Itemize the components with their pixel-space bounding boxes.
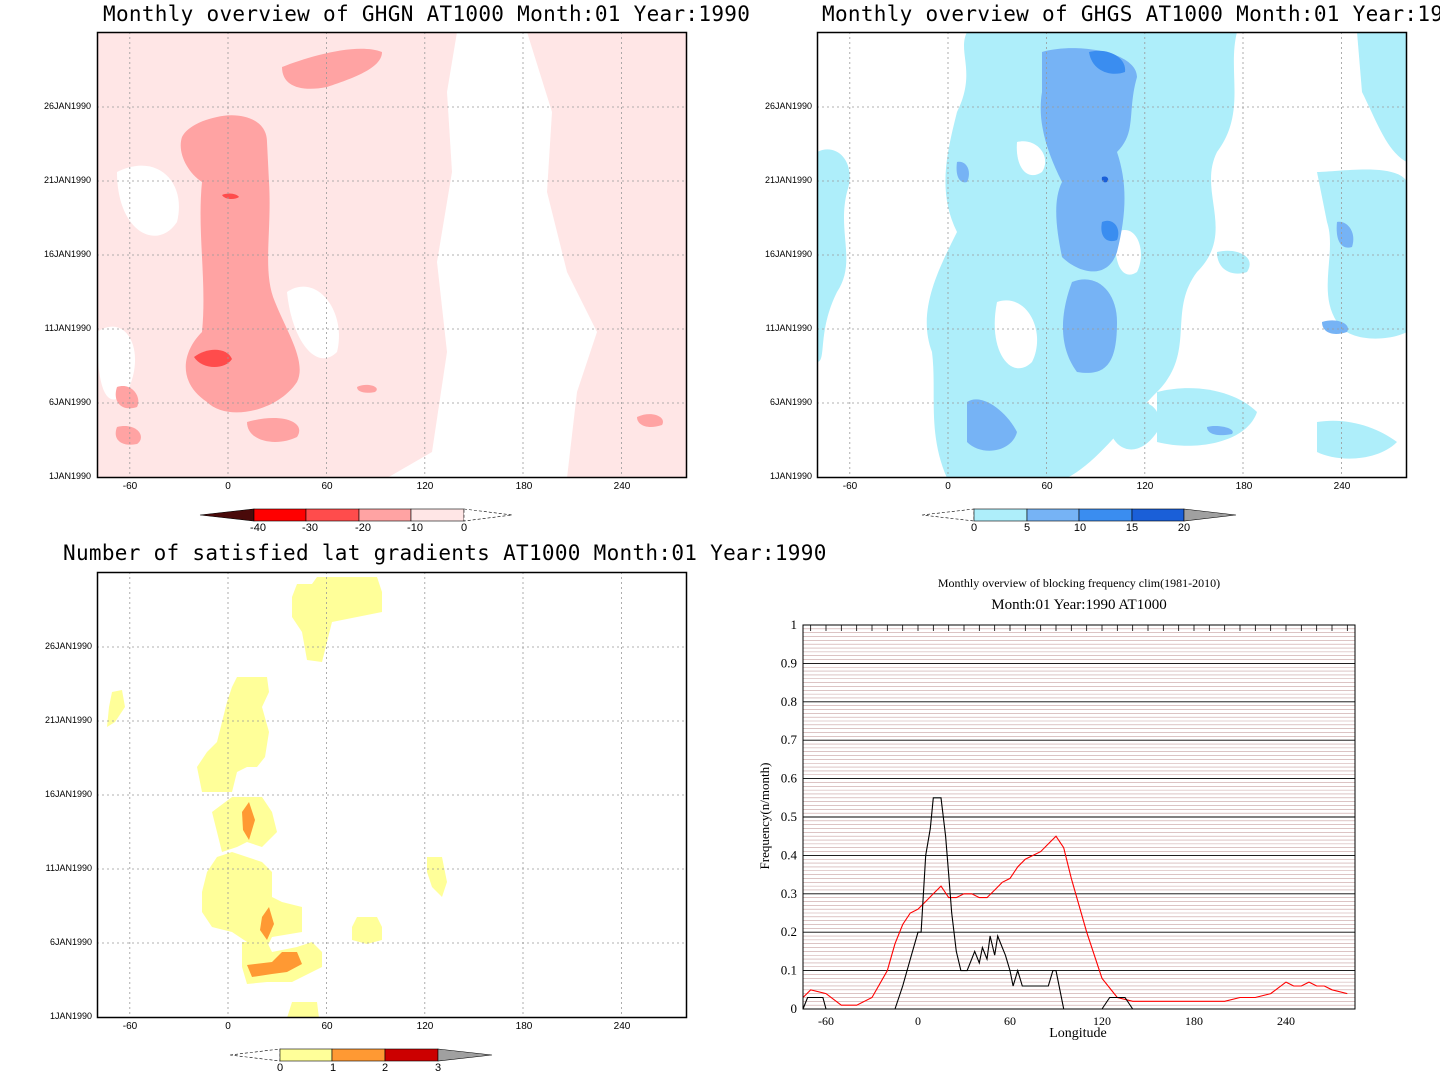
freq-plot: 0 0.1 0.2 0.3 0.4 0.5 0.6 0.7 0.8 0.9 1 -60 0 60 120 18… <box>781 617 1356 1028</box>
ghgs-ytick: 26JAN1990 <box>764 101 812 111</box>
gradients-xtick: 240 <box>613 1021 631 1032</box>
ghgs-xtick: 60 <box>1041 481 1053 492</box>
freq-subtitle: Month:01 Year:1990 AT1000 <box>991 597 1167 613</box>
freq-xtick-label: 120 <box>1093 1014 1111 1028</box>
freq-title: Monthly overview of blocking frequency c… <box>937 576 1221 590</box>
ghgs-cb-label: 15 <box>1125 522 1139 534</box>
gradients-ytick: 6JAN1990 <box>49 937 92 947</box>
ghgn-ytick: 16JAN1990 <box>43 249 91 259</box>
gradients-xtick: -60 <box>122 1021 138 1032</box>
ghgn-xtick: 0 <box>225 481 231 492</box>
ghgn-title: Monthly overview of GHGN AT1000 Month:01… <box>103 2 751 26</box>
gradients-ytick: 1JAN1990 <box>49 1011 92 1021</box>
freq-xtick-label: 60 <box>1004 1014 1016 1028</box>
ghgn-cb-label: -20 <box>355 522 371 534</box>
ghgs-cb-label: 0 <box>970 522 978 534</box>
gradients-title: Number of satisfied lat gradients AT1000… <box>63 541 827 565</box>
gradients-xtick: 120 <box>416 1021 434 1032</box>
freq-ytick-label: 1 <box>791 617 798 632</box>
gradients-ytick: 16JAN1990 <box>44 789 92 799</box>
freq-ytick-label: 0.5 <box>781 809 797 824</box>
freq-ytick-label: 0 <box>791 1001 798 1016</box>
gradients-xtick: 0 <box>225 1021 231 1032</box>
ghgn-cb-label: 0 <box>460 522 468 534</box>
ghgn-cb-label: -30 <box>302 522 318 534</box>
freq-series-line-0 <box>802 835 1348 1006</box>
freq-xtick-label: -60 <box>818 1014 834 1028</box>
ghgs-ytick: 6JAN1990 <box>769 397 812 407</box>
ghgs-cb-label: 10 <box>1073 522 1087 534</box>
ghgn-ytick: 21JAN1990 <box>43 175 91 185</box>
ghgs-xtick: 120 <box>1136 481 1154 492</box>
ghgs-plot <box>816 31 1408 479</box>
ghgs-ytick: 16JAN1990 <box>764 249 812 259</box>
ghgs-ytick: 1JAN1990 <box>769 471 812 481</box>
freq-xtick-label: 240 <box>1277 1014 1295 1028</box>
ghgn-ytick: 6JAN1990 <box>48 397 91 407</box>
ghgs-xtick: 180 <box>1235 481 1253 492</box>
ghgs-colorbar <box>921 508 1237 522</box>
ghgn-ytick: 11JAN1990 <box>44 323 91 333</box>
gradients-cb-label: 2 <box>381 1062 389 1074</box>
ghgs-ytick: 21JAN1990 <box>764 175 812 185</box>
ghgn-xtick: 60 <box>321 481 333 492</box>
ghgs-xtick: 0 <box>945 481 951 492</box>
ghgs-title: Monthly overview of GHGS AT1000 Month:01… <box>822 2 1440 26</box>
gradients-cb-label: 3 <box>434 1062 442 1074</box>
freq-xlabel: Longitude <box>1049 1026 1107 1041</box>
ghgs-cb-label: 20 <box>1177 522 1191 534</box>
freq-ytick-label: 0.2 <box>781 924 797 939</box>
freq-ytick-label: 0.4 <box>781 847 798 862</box>
freq-ytick-label: 0.3 <box>781 886 797 901</box>
ghgs-xtick: 240 <box>1333 481 1351 492</box>
freq-ytick-label: 0.6 <box>781 771 798 786</box>
freq-ytick-label: 0.1 <box>781 963 797 978</box>
ghgn-xtick: 120 <box>416 481 434 492</box>
freq-ytick-label: 0.9 <box>781 655 797 670</box>
freq-ytick-label: 0.8 <box>781 694 797 709</box>
freq-xtick-label: 0 <box>915 1014 921 1028</box>
freq-xtick-label: 180 <box>1185 1014 1203 1028</box>
gradients-ytick: 26JAN1990 <box>44 641 92 651</box>
ghgn-xtick: 180 <box>515 481 533 492</box>
gradients-plot <box>96 571 688 1019</box>
freq-ytick-label: 0.7 <box>781 732 798 747</box>
ghgn-plot <box>96 31 688 479</box>
ghgs-cb-label: 5 <box>1023 522 1031 534</box>
gradients-cb-label: 1 <box>329 1062 337 1074</box>
gradients-ytick: 11JAN1990 <box>45 863 92 873</box>
ghgn-ytick: 26JAN1990 <box>43 101 91 111</box>
gradients-xtick: 60 <box>321 1021 333 1032</box>
ghgn-ytick: 1JAN1990 <box>48 471 91 481</box>
ghgn-xtick: 240 <box>613 481 631 492</box>
freq-plot-frame <box>802 624 1356 1010</box>
ghgs-xtick: -60 <box>842 481 858 492</box>
ghgn-colorbar <box>199 508 513 522</box>
gradients-xtick: 180 <box>515 1021 533 1032</box>
gradients-cb-label: 0 <box>276 1062 284 1074</box>
ghgs-ytick: 11JAN1990 <box>765 323 812 333</box>
ghgn-cb-label: -10 <box>407 522 423 534</box>
gradients-ytick: 21JAN1990 <box>44 715 92 725</box>
gradients-colorbar <box>229 1048 493 1062</box>
ghgn-xtick: -60 <box>122 481 138 492</box>
ghgn-cb-label: -40 <box>250 522 266 534</box>
